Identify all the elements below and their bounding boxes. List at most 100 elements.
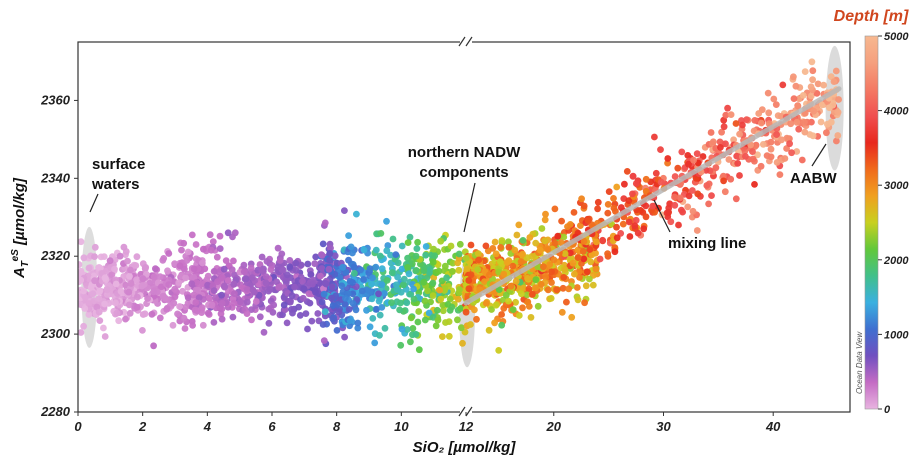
data-point: [619, 220, 627, 228]
data-point: [577, 222, 584, 230]
data-point: [412, 252, 420, 260]
data-point: [91, 277, 98, 285]
data-point: [610, 195, 617, 202]
data-point: [456, 240, 464, 248]
data-point: [801, 68, 809, 75]
data-point: [509, 306, 517, 313]
data-point: [532, 284, 540, 292]
data-point: [396, 306, 403, 314]
data-point: [297, 261, 305, 269]
data-point: [705, 200, 712, 208]
data-point: [318, 265, 326, 272]
data-point: [85, 264, 93, 272]
data-point: [444, 301, 452, 308]
data-point: [341, 300, 349, 308]
annotation-nadw: northern NADW components: [408, 144, 521, 233]
data-point: [309, 280, 316, 288]
data-point: [371, 339, 379, 347]
data-point: [757, 119, 765, 127]
data-point: [718, 128, 725, 136]
data-point: [499, 296, 507, 304]
data-point: [165, 250, 173, 257]
data-point: [78, 238, 85, 246]
data-point: [329, 283, 336, 291]
data-point: [101, 333, 109, 340]
data-point: [262, 279, 270, 287]
data-point: [496, 258, 504, 265]
data-point: [373, 305, 380, 313]
data-point: [258, 253, 266, 261]
data-point: [778, 136, 785, 144]
data-point: [321, 219, 329, 227]
data-point: [170, 299, 178, 307]
data-point: [513, 231, 521, 239]
data-point: [267, 266, 275, 273]
data-point: [631, 222, 639, 230]
data-point: [133, 276, 141, 284]
data-point: [222, 257, 230, 264]
data-point: [398, 325, 406, 333]
data-point: [523, 254, 531, 262]
data-point: [579, 248, 587, 255]
data-point: [574, 296, 582, 304]
data-point: [509, 262, 517, 270]
data-point: [354, 324, 362, 332]
data-point: [814, 80, 822, 88]
data-point: [210, 287, 218, 294]
data-point: [558, 308, 566, 316]
data-point: [292, 266, 300, 274]
data-point: [488, 306, 495, 313]
data-point: [120, 243, 128, 251]
data-point: [810, 107, 818, 115]
data-point: [230, 299, 238, 307]
data-point: [759, 141, 767, 148]
data-point: [319, 321, 327, 328]
data-point: [376, 332, 383, 339]
data-point: [317, 272, 324, 280]
data-point: [689, 187, 696, 194]
data-point: [311, 260, 319, 267]
data-point: [342, 295, 349, 302]
data-point: [664, 155, 672, 162]
data-point: [776, 171, 784, 179]
data-point: [421, 297, 429, 305]
data-point: [378, 281, 386, 288]
data-point: [807, 92, 815, 100]
data-point: [629, 190, 636, 198]
data-point: [414, 238, 421, 246]
data-point: [492, 250, 500, 258]
data-point: [404, 239, 412, 247]
data-point: [381, 324, 389, 332]
y-tick-label: 2340: [40, 170, 71, 185]
data-point: [286, 257, 294, 264]
data-point: [434, 316, 442, 324]
data-point: [255, 291, 263, 299]
data-point: [221, 282, 228, 290]
data-point: [652, 169, 660, 177]
data-point: [328, 294, 335, 302]
data-point: [279, 311, 286, 319]
data-point: [300, 285, 308, 293]
data-point: [770, 95, 778, 103]
data-point: [546, 261, 554, 268]
data-point: [192, 241, 200, 248]
data-point: [252, 298, 260, 305]
axis-break-top: [458, 36, 473, 47]
data-point: [498, 321, 506, 329]
annotation-nadw-pointer: [463, 182, 476, 233]
data-point: [623, 168, 631, 175]
data-point: [809, 76, 816, 84]
data-point: [101, 300, 108, 308]
data-point: [199, 321, 207, 329]
data-point: [283, 271, 291, 279]
data-point: [209, 238, 217, 246]
data-point: [584, 217, 592, 225]
data-point: [474, 266, 482, 273]
data-point: [375, 290, 382, 298]
data-point: [720, 116, 728, 124]
data-point: [218, 315, 226, 323]
data-point: [103, 291, 111, 298]
data-point: [216, 245, 224, 253]
data-point: [720, 177, 727, 185]
